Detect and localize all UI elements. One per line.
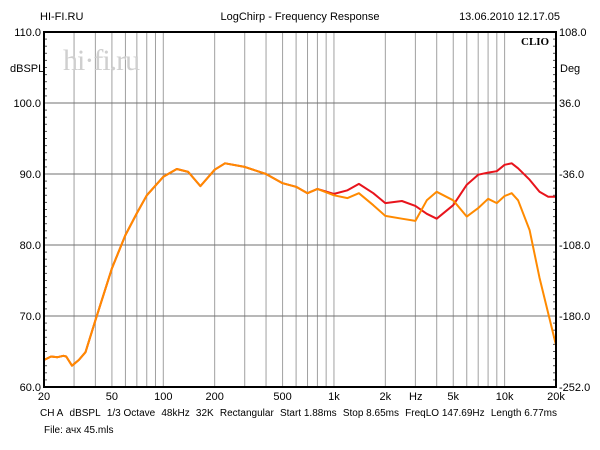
- param-9: Length 6.77ms: [490, 408, 557, 419]
- x-tick-label: 1k: [328, 391, 340, 403]
- x-tick-label: 100: [154, 391, 172, 403]
- param-2: 1/3 Octave: [106, 408, 156, 419]
- chart-title: LogChirp - Frequency Response: [220, 11, 380, 23]
- x-axis-label: Hz: [409, 391, 423, 403]
- y2-tick-label: -180.0: [559, 311, 590, 323]
- site-label: HI-FI.RU: [40, 11, 84, 23]
- datetime: 13.06.2010 12.17.05: [459, 11, 560, 23]
- y-tick-label: 60.0: [20, 382, 41, 394]
- x-tick-label: 200: [205, 391, 223, 403]
- y-tick-label: 70.0: [20, 311, 41, 323]
- x-tick-label: 20k: [547, 391, 565, 403]
- measurement-params: CH A dBSPL 1/3 Octave 48kHz 32K Rectangular St…: [40, 408, 557, 419]
- y2-tick-label: 108.0: [559, 27, 587, 39]
- y-tick-label: 110.0: [14, 27, 41, 39]
- param-1: dBSPL: [69, 408, 101, 419]
- y2-axis-label: Deg: [560, 63, 581, 75]
- y2-tick-label: -36.0: [559, 169, 584, 181]
- series-curve-red: [43, 162, 556, 367]
- series-curve-orange: [43, 162, 557, 367]
- y2-tick-label: -252.0: [559, 382, 590, 394]
- param-6: Start 1.88ms: [279, 408, 337, 419]
- y-tick-label: 90.0: [20, 169, 41, 181]
- param-0: CH A: [40, 408, 64, 419]
- y2-tick-label: -108.0: [559, 240, 590, 252]
- y-axis-label: dBSPL: [10, 63, 45, 75]
- param-3: 48kHz: [161, 408, 190, 419]
- param-5: Rectangular: [219, 408, 274, 419]
- param-7: Stop 8.65ms: [342, 408, 399, 419]
- plot-frame: [43, 31, 557, 388]
- y-tick-label: 80.0: [20, 240, 41, 252]
- x-tick-label: 5k: [447, 391, 459, 403]
- clio-brand: CLIO: [521, 36, 550, 48]
- watermark-logo: hi·fi.ru: [63, 44, 140, 77]
- x-tick-label: 500: [273, 391, 291, 403]
- y-tick-label: 100.0: [13, 98, 41, 110]
- x-tick-label: 20: [38, 391, 50, 403]
- file-name: File: ачх 45.mls: [44, 425, 114, 436]
- param-8: FreqLO 147.69Hz: [405, 408, 485, 419]
- x-tick-label: 2k: [380, 391, 392, 403]
- x-tick-label: 50: [106, 391, 118, 403]
- y2-tick-label: 36.0: [559, 98, 580, 110]
- param-4: 32K: [195, 408, 214, 419]
- x-tick-label: 10k: [496, 391, 514, 403]
